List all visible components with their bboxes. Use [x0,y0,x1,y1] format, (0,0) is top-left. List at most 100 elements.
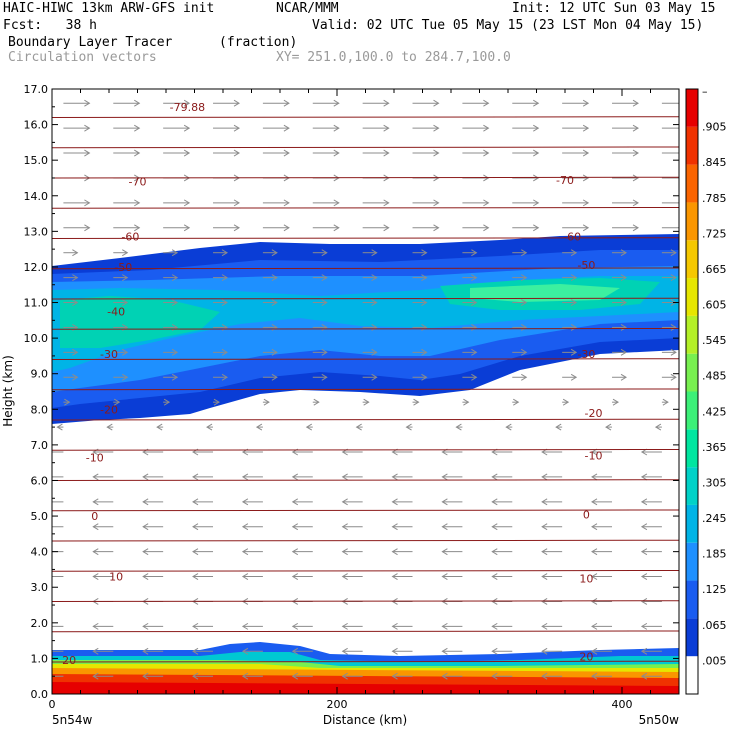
colorbar-label: .245 [702,512,727,525]
vector-arrowhead [233,149,240,157]
vector-arrowhead [591,573,598,580]
vector-arrowhead [483,149,490,157]
colorbar-label: .785 [702,192,727,205]
vector-arrowhead [171,299,179,306]
vector-arrowhead [341,622,348,630]
vector-arrowhead [371,249,378,257]
vector-arrowhead [122,348,129,356]
vector-arrowhead [56,423,63,431]
vector-arrowhead [192,523,199,531]
x-axis-label: Distance (km) [323,713,407,727]
vector-arrowhead [455,423,462,431]
contour-label: -20 [100,403,118,416]
model-title: HAIC-HIWC 13km ARW-GFS init [3,1,215,16]
vector-arrowhead [421,274,428,282]
vector-arrowhead [291,473,299,481]
y-tick-label: 11.0 [24,297,49,310]
vector-arrowhead [221,274,228,282]
vector-arrowhead [241,622,249,630]
vector-arrowhead [441,523,448,531]
vector-arrowhead [620,299,627,306]
colorbar-swatch [686,278,698,316]
vector-arrowhead [541,647,548,655]
colorbar-swatch [686,164,698,203]
contour-label: -79.88 [170,101,205,114]
vector-arrowhead [640,672,648,680]
colorbar-swatch [686,580,698,619]
vector-arrowhead [433,224,440,232]
vector-arrowhead [321,373,328,381]
vector-arrowhead [333,149,340,157]
vector-arrowhead [221,348,228,356]
vector-arrowhead [640,498,648,506]
vector-arrowhead [283,224,290,232]
vector-arrowhead [72,274,79,282]
vector-arrowhead [421,249,428,257]
contour-line [52,388,679,391]
colorbar-swatch [686,429,698,468]
vector-arrowhead [491,498,498,506]
vector-arrowhead [92,672,99,680]
vector-arrowhead [291,672,299,680]
contour-line [52,509,679,512]
vector-arrowhead [405,423,412,431]
vector-arrowhead [313,398,320,406]
vector-arrowhead [283,124,290,132]
vector-arrowhead [271,373,278,381]
colorbar-swatch [686,315,698,354]
contour-line [52,297,679,300]
vector-arrowhead [341,498,348,506]
vector-arrowhead [640,548,648,556]
vector-arrowhead [391,498,398,506]
vector-arrowhead [591,598,598,605]
vector-arrowhead [541,548,548,556]
vector-arrowhead [670,348,677,356]
vector-arrowhead [321,274,328,282]
y-tick-label: 13.0 [24,225,49,238]
vector-arrowhead [255,423,263,431]
vector-arrowhead [72,373,79,381]
contour-label: 10 [579,572,593,585]
colorbar-label: – [702,85,708,98]
contour-label: 20 [579,651,593,664]
y-tick-label: 6.0 [31,474,49,487]
vector-arrowhead [171,274,179,282]
vector-arrowhead [341,573,348,580]
vector-arrowhead [333,99,340,107]
vector-arrowhead [233,224,240,232]
colorbar-label: .065 [702,619,727,632]
vector-arrowhead [640,622,648,630]
vector-arrowhead [521,299,528,306]
vector-arrowhead [156,423,163,431]
vector-arrowhead [505,423,512,431]
vector-arrowhead [654,423,662,431]
vector-arrowhead [213,398,220,406]
contour-line [52,660,679,663]
y-tick-label: 5.0 [31,510,49,523]
vector-arrowhead [391,672,398,680]
vector-arrowhead [620,348,627,356]
vector-arrowhead [521,373,528,381]
vector-arrowhead [391,622,398,630]
vector-arrowhead [283,99,290,107]
vector-arrowhead [533,99,540,107]
contour-line [52,630,679,633]
vector-arrowhead [640,573,648,580]
vector-arrowhead [620,249,627,257]
vector-arrowhead [640,598,648,605]
vector-arrowhead [192,498,199,506]
contour-line [52,539,679,542]
field-units: (fraction) [219,35,298,50]
contour-label: -30 [100,348,118,361]
colorbar-label: .725 [702,227,727,240]
vector-arrowhead [321,324,328,331]
vector-arrowhead [433,99,440,107]
vector-arrowhead [92,573,99,580]
contour-line [52,449,679,451]
vector-arrowhead [541,523,548,531]
vector-arrowhead [533,124,540,132]
colorbar-frame [685,88,699,695]
vector-arrowhead [142,498,149,506]
vector-arrowhead [605,423,612,431]
